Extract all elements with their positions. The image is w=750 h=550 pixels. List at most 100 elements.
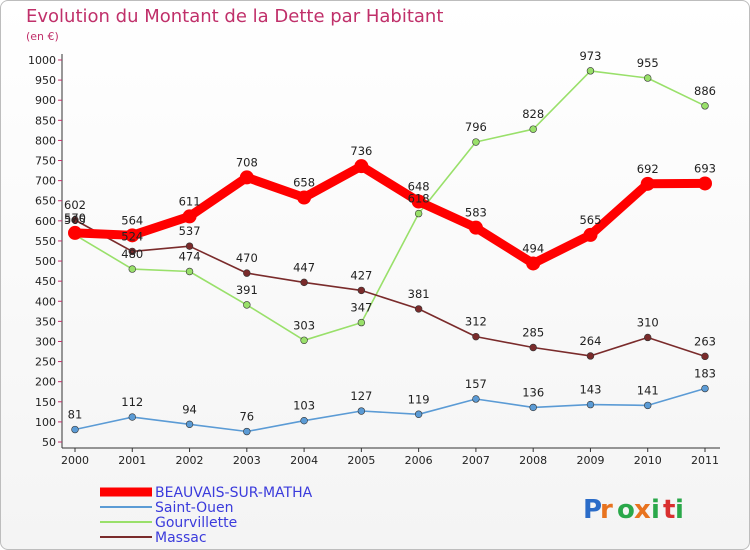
chart-title: Evolution du Montant de la Dette par Hab…	[26, 6, 443, 27]
data-point-beauvais-sur-matha	[182, 209, 197, 224]
y-tick-label: 900	[35, 94, 56, 107]
y-tick-label: 200	[35, 376, 56, 389]
x-tick-label: 2004	[290, 454, 318, 467]
data-point-massac	[701, 352, 709, 361]
x-tick-label: 2001	[118, 454, 146, 467]
data-point-massac	[644, 333, 652, 342]
data-labels: 570 564 611 708 658 736 648 583 494 565 692 693 81 11…	[64, 49, 716, 424]
data-label-gourvillette: 618	[408, 192, 430, 206]
data-label-beauvais-sur-matha: 494	[522, 241, 544, 255]
x-tick-label: 2003	[233, 454, 261, 467]
data-label-massac: 537	[179, 224, 201, 238]
data-label-saint-ouen: 76	[239, 410, 254, 424]
series-line-gourvillette	[74, 70, 706, 342]
data-point-gourvillette	[414, 209, 423, 218]
data-point-saint-ouen	[71, 425, 79, 434]
data-point-gourvillette	[357, 318, 366, 327]
series-line-beauvais-sur-matha	[70, 161, 710, 268]
data-label-gourvillette: 303	[293, 318, 315, 332]
x-tick-label: 2002	[176, 454, 204, 467]
data-label-gourvillette: 347	[350, 301, 372, 315]
data-point-massac	[71, 216, 79, 224]
y-tick-label: 450	[35, 275, 56, 288]
data-point-beauvais-sur-matha	[68, 225, 82, 240]
data-point-saint-ouen	[128, 413, 136, 421]
data-label-beauvais-sur-matha: 565	[579, 213, 601, 227]
data-label-saint-ouen: 127	[350, 389, 372, 403]
series-line-massac	[74, 219, 706, 358]
data-point-beauvais-sur-matha	[526, 256, 541, 271]
y-tick-label: 500	[35, 255, 56, 268]
data-point-saint-ouen	[586, 400, 595, 409]
data-label-saint-ouen: 119	[408, 392, 430, 406]
data-point-gourvillette	[644, 74, 652, 82]
data-label-massac: 447	[293, 260, 315, 274]
data-label-beauvais-sur-matha: 564	[121, 213, 143, 227]
data-label-beauvais-sur-matha: 583	[465, 206, 487, 220]
data-label-saint-ouen: 141	[637, 383, 659, 397]
data-point-saint-ouen	[529, 403, 537, 412]
data-point-beauvais-sur-matha	[411, 194, 426, 209]
data-label-massac: 470	[236, 251, 258, 265]
x-tick-label: 2006	[405, 454, 433, 467]
data-label-massac: 264	[579, 334, 601, 348]
y-tick-label: 950	[35, 74, 56, 87]
data-label-gourvillette: 828	[522, 107, 544, 121]
data-label-beauvais-sur-matha: 658	[293, 176, 315, 190]
data-point-saint-ouen	[300, 416, 308, 425]
data-point-massac	[472, 332, 480, 341]
legend-label: Gourvillette	[155, 515, 237, 531]
data-point-saint-ouen	[185, 420, 194, 429]
data-label-gourvillette: 886	[694, 84, 716, 98]
data-point-saint-ouen	[644, 401, 652, 410]
data-label-saint-ouen: 157	[465, 377, 487, 391]
data-point-massac	[185, 242, 194, 250]
y-tick-label: 700	[35, 175, 56, 188]
data-label-beauvais-sur-matha: 611	[179, 194, 201, 208]
legend-label: Saint-Ouen	[155, 500, 234, 516]
data-point-saint-ouen	[701, 384, 709, 393]
data-label-saint-ouen: 81	[68, 408, 83, 422]
y-tick-label: 250	[35, 356, 56, 369]
data-point-massac	[300, 278, 308, 287]
data-label-beauvais-sur-matha: 570	[64, 211, 86, 225]
y-tick-label: 550	[35, 235, 56, 248]
data-point-beauvais-sur-matha	[698, 176, 712, 191]
data-label-gourvillette: 480	[121, 247, 143, 261]
y-tick-label: 750	[35, 155, 56, 168]
data-point-gourvillette	[300, 336, 308, 344]
logo-letter: t	[663, 495, 675, 525]
logo-letter: r	[600, 495, 613, 525]
axes: 50 100 150 200 250 300 350 400 450 500 550 600 650 70…	[28, 54, 720, 467]
chart-subtitle: (en €)	[26, 30, 59, 43]
data-label-saint-ouen: 183	[694, 367, 716, 381]
data-label-massac: 263	[694, 334, 716, 348]
data-label-massac: 602	[64, 198, 86, 212]
data-label-saint-ouen: 136	[522, 385, 544, 399]
y-tick-label: 150	[35, 396, 56, 409]
y-tick-label: 600	[35, 215, 56, 228]
data-label-saint-ouen: 103	[293, 399, 315, 413]
data-point-gourvillette	[701, 102, 709, 110]
data-point-massac	[128, 247, 136, 256]
y-tick-label: 50	[42, 436, 56, 449]
data-point-massac	[243, 269, 251, 277]
data-point-beauvais-sur-matha	[354, 159, 369, 174]
legend-label: BEAUVAIS-SUR-MATHA	[155, 485, 313, 501]
data-point-massac	[357, 286, 366, 295]
x-tick-label: 2000	[61, 454, 89, 467]
data-point-beauvais-sur-matha	[297, 190, 312, 205]
data-label-beauvais-sur-matha: 736	[350, 144, 372, 158]
x-tick-label: 2010	[634, 454, 662, 467]
data-label-massac: 381	[408, 287, 430, 301]
y-tick-label: 300	[35, 335, 56, 348]
data-label-beauvais-sur-matha: 693	[694, 161, 716, 175]
y-tick-label: 1000	[28, 54, 56, 67]
data-point-gourvillette	[529, 125, 537, 133]
data-label-gourvillette: 391	[236, 283, 258, 297]
data-label-beauvais-sur-matha: 648	[408, 180, 430, 194]
y-tick-label: 350	[35, 315, 56, 328]
data-label-massac: 310	[637, 315, 659, 329]
